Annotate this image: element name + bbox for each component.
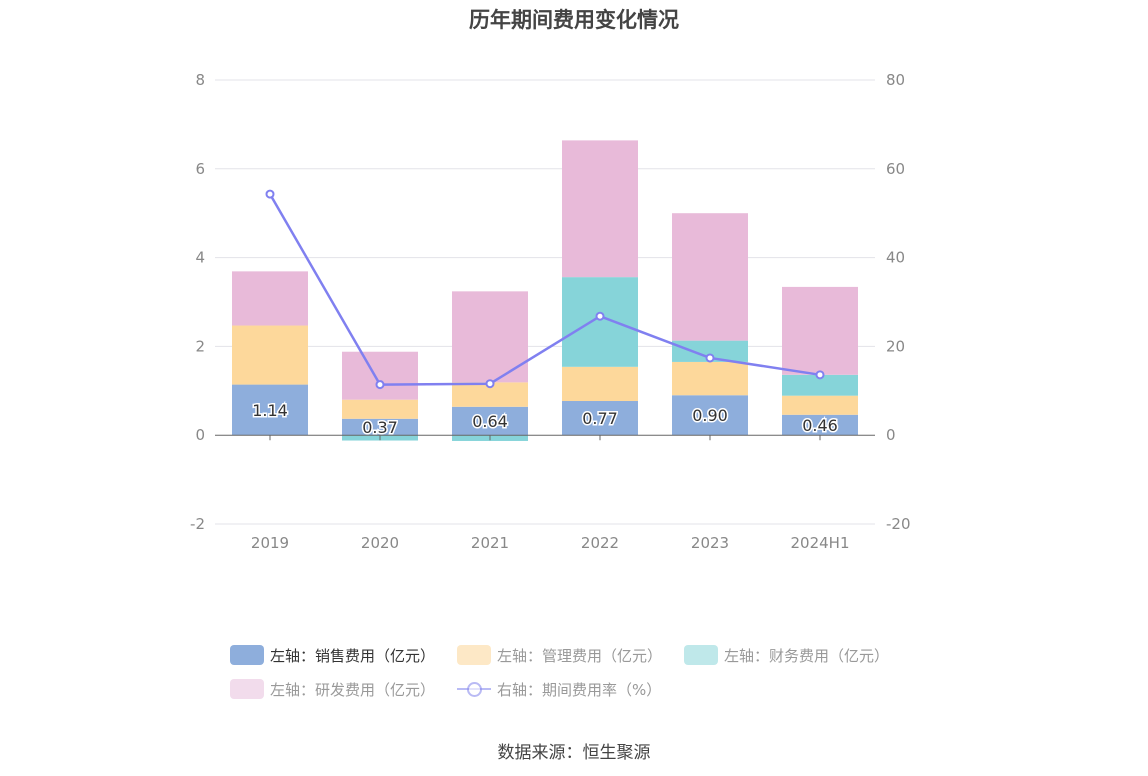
legend-swatch-sales: [230, 645, 264, 665]
bar-segment-4: [672, 213, 748, 341]
y-right-tick-label: 80: [886, 71, 905, 89]
bar-segment-2: [232, 325, 308, 385]
x-category-label: 2024H1: [791, 534, 850, 552]
legend-label-admin: 左轴：管理费用（亿元）: [497, 646, 663, 665]
bar-layer: [232, 140, 858, 441]
y-right-tick-label: -20: [886, 515, 911, 533]
y-right-tick-label: 0: [886, 426, 896, 444]
data-source: 数据来源：恒生聚源: [497, 743, 651, 763]
y-left-tick-label: 6: [195, 160, 205, 178]
y-left-tick-label: 4: [195, 249, 205, 267]
bar-segment-1: [782, 414, 858, 436]
bar-segment-4: [232, 271, 308, 326]
grid-layer: [215, 79, 875, 525]
y-left-tick-label: 2: [195, 337, 205, 355]
bar-segment-2: [782, 395, 858, 415]
bar-segment-2: [342, 399, 418, 419]
expense-rate-line: [268, 193, 821, 386]
bar-segment-4: [562, 140, 638, 278]
bar-segment-3: [562, 277, 638, 367]
legend-item-rnd[interactable]: 左轴：研发费用（亿元）: [230, 679, 435, 700]
legend-item-finance[interactable]: 左轴：财务费用（亿元）: [684, 645, 889, 666]
legend-row-1: 左轴：销售费用（亿元） 左轴：管理费用（亿元） 左轴：财务费用（亿元）: [230, 638, 950, 672]
expense-rate-point: [265, 189, 275, 199]
legend-label-finance: 左轴：财务费用（亿元）: [724, 646, 890, 665]
x-category-label: 2022: [581, 534, 619, 552]
legend-swatch-finance: [684, 645, 719, 665]
y-left-tick-label: -2: [190, 515, 205, 533]
bar-segment-4: [782, 286, 858, 375]
y-left-tick-label: 0: [195, 426, 205, 444]
bar-segment-4: [342, 351, 418, 400]
legend-row-2: 左轴：研发费用（亿元） 右轴：期间费用率（%）: [230, 672, 950, 706]
y-left-tick-label: 8: [195, 71, 205, 89]
bar-segment-1: [562, 401, 638, 436]
bar-segment-2: [672, 361, 748, 396]
bar-data-label: 0.90: [692, 406, 728, 425]
bar-segment-1: [232, 384, 308, 436]
legend-item-admin[interactable]: 左轴：管理费用（亿元）: [457, 645, 662, 666]
bar-data-label: 0.46: [802, 416, 838, 435]
x-category-label: 2020: [361, 534, 399, 552]
chart-title: 历年期间费用变化情况: [469, 8, 679, 32]
bar-data-label: 0.64: [472, 412, 508, 431]
bar-data-label: 0.77: [582, 409, 618, 428]
bar-segment-1: [452, 406, 528, 436]
bar-segment-3: [672, 340, 748, 362]
expense-rate-point: [485, 379, 495, 389]
line-layer: [265, 189, 825, 390]
bar-segment-2: [562, 366, 638, 402]
expense-rate-point: [815, 370, 825, 380]
expense-rate-point: [705, 353, 715, 363]
expense-rate-point: [375, 380, 385, 390]
bar-segment-1: [672, 395, 748, 436]
legend-swatch-rnd: [230, 679, 264, 699]
y-right-tick-label: 20: [886, 337, 905, 355]
legend-label-rnd: 左轴：研发费用（亿元）: [270, 680, 436, 699]
legend-item-sales[interactable]: 左轴：销售费用（亿元）: [230, 645, 435, 666]
x-category-label: 2023: [691, 534, 729, 552]
bar-segment-1: [342, 418, 418, 436]
bar-data-label: 1.14: [252, 401, 288, 420]
label-layer: 1.14 0.37 0.64 0.77 0.90 0.46: [251, 399, 840, 438]
expense-rate-point: [595, 311, 605, 321]
y-right-tick-label: 60: [886, 160, 905, 178]
legend-label-expense-rate: 右轴：期间费用率（%）: [497, 680, 662, 699]
legend-swatch-expense-rate: [457, 679, 492, 699]
legend-label-sales: 左轴：销售费用（亿元）: [270, 646, 436, 665]
legend: 左轴：销售费用（亿元） 左轴：管理费用（亿元） 左轴：财务费用（亿元） 左轴：研…: [230, 638, 950, 706]
x-category-label: 2019: [251, 534, 289, 552]
legend-swatch-admin: [457, 645, 492, 665]
axis-layer: -2 -20 0 0 2 20 4 40 6 60 8 80 2019 2020 2021 2022 2023 2…: [190, 71, 910, 552]
bar-segment-3: [782, 374, 858, 396]
bar-data-label: 0.37: [362, 418, 398, 437]
legend-item-expense-rate[interactable]: 右轴：期间费用率（%）: [457, 679, 661, 700]
x-category-label: 2021: [471, 534, 509, 552]
y-right-tick-label: 40: [886, 249, 905, 267]
